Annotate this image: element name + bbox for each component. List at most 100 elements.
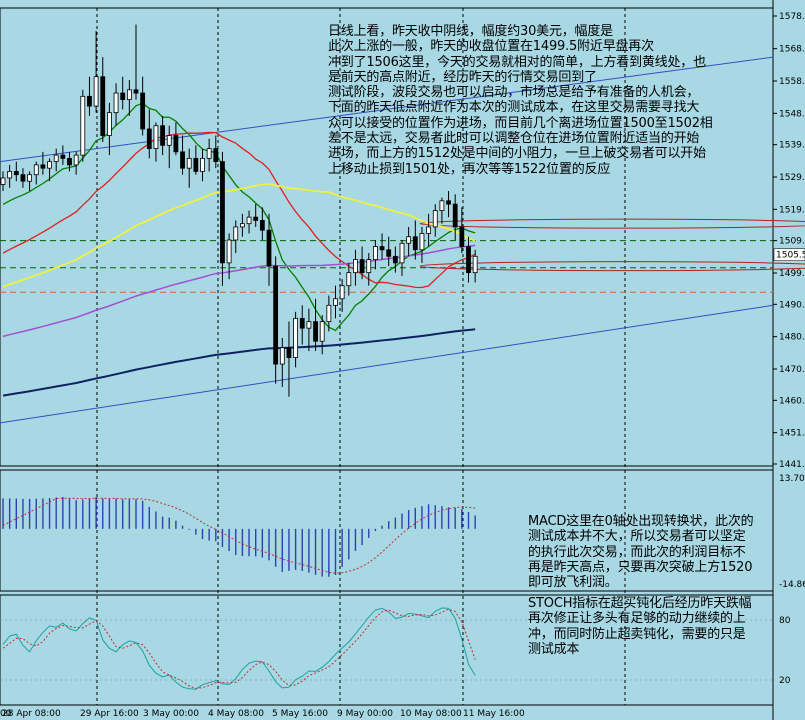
price-tick-label: 1529.3 — [779, 173, 805, 183]
resistance-ellipse — [419, 261, 805, 272]
annotation-line: 众可以接受的位置作为进场，而目前几个离进场位置1500至1502相 — [328, 115, 713, 131]
bull-candle — [0, 177, 6, 185]
time-tick-label: 3 May 00:00 — [143, 709, 199, 719]
stoch-main-line — [2, 607, 476, 690]
bull-candle — [366, 259, 372, 274]
price-tick-label: 1519.4 — [779, 205, 805, 215]
bear-candle — [220, 161, 225, 264]
trendline — [0, 56, 774, 163]
annotation-line: 上移动止损到1501处，再次等等1522位置的反应 — [328, 161, 611, 177]
annotation-line: STOCH指标在超买钝化后经历昨天跌幅 — [528, 596, 752, 611]
bull-candle — [7, 171, 13, 179]
bear-candle — [146, 128, 152, 149]
time-tick-label: 5 May 16:00 — [272, 709, 328, 719]
bear-candle — [120, 92, 126, 100]
bull-candle — [166, 135, 172, 146]
bull-candle — [432, 210, 438, 228]
bear-candle — [140, 92, 146, 130]
annotation-line: 是前天的高点附近，经历昨天的行情交易回到了 — [328, 69, 597, 85]
bull-candle — [472, 255, 478, 274]
bull-candle — [306, 321, 312, 329]
bull-candle — [47, 161, 52, 169]
annotation-line: 即可放飞利润。 — [528, 575, 618, 591]
current-price-label: 1505.5 — [776, 251, 805, 261]
bear-candle — [392, 255, 398, 264]
bull-candle — [53, 154, 59, 163]
annotation-line: 冲，而同时防止超卖钝化，需要的只是 — [528, 626, 746, 642]
price-tick-label: 1490.3 — [779, 300, 805, 310]
price-tick-label: 1568.6 — [779, 45, 805, 55]
bear-candle — [100, 76, 106, 136]
bear-candle — [299, 317, 305, 329]
time-tick-label: 28 Apr 08:00 — [2, 709, 61, 719]
bull-candle — [293, 317, 299, 358]
bear-candle — [253, 216, 259, 221]
price-tick-label: 1578.6 — [779, 12, 805, 22]
bear-candle — [273, 265, 279, 365]
time-tick-label: 11 May 16:00 — [463, 709, 525, 719]
bear-candle — [87, 95, 92, 107]
bear-candle — [459, 226, 465, 247]
macd-tick-label: -14.869 — [779, 580, 805, 590]
bull-candle — [186, 157, 192, 169]
bear-candle — [313, 321, 318, 342]
macd-tick-label: 13.705 — [779, 474, 805, 484]
bull-candle — [226, 239, 232, 264]
annotation-line: 再是昨天高点，只要再次突破上方1520 — [528, 559, 753, 575]
bull-candle — [319, 321, 325, 342]
price-tick-label: 1480.4 — [779, 333, 805, 343]
bull-candle — [126, 89, 132, 100]
bull-candle — [419, 233, 425, 251]
bear-candle — [359, 259, 365, 274]
bear-candle — [446, 200, 451, 205]
stoch-tick-label: 20 — [779, 676, 791, 686]
trendline — [0, 304, 774, 424]
annotation-line: 测试阶段，波段交易也可以启动，市场总是给予有准备的人机会， — [328, 85, 700, 101]
ma-red-line — [2, 131, 476, 289]
annotation-line: 测试成本并不大，所以交易者可以坚定 — [528, 529, 746, 545]
stoch-signal-line — [2, 608, 476, 689]
stoch-annotation: STOCH指标在超买钝化后经历昨天跌幅 再次修正让多头有足够的动力继续的上 冲，… — [528, 596, 776, 657]
bull-candle — [399, 242, 405, 264]
bear-candle — [160, 125, 166, 146]
bear-candle — [266, 229, 272, 267]
bear-candle — [466, 246, 471, 274]
bull-candle — [426, 226, 432, 234]
bull-candle — [233, 226, 239, 241]
bear-candle — [379, 246, 385, 251]
bull-candle — [246, 216, 252, 225]
annotation-line: 进场，而上方的1512处是中间的小阻力，一旦上破交易者可以开始 — [328, 146, 706, 162]
macd-annotation: MACD这里在0轴处出现转换状，此次的 测试成本并不大，所以交易者可以坚定 的执… — [528, 514, 776, 590]
bear-candle — [67, 157, 72, 166]
macd-signal-line — [2, 497, 476, 574]
price-tick-label: 1441.4 — [779, 460, 805, 470]
bull-candle — [93, 76, 99, 107]
bull-candle — [333, 298, 338, 306]
bear-candle — [180, 151, 185, 169]
bull-candle — [372, 246, 378, 260]
bull-candle — [200, 157, 205, 172]
candles-group — [0, 24, 478, 397]
time-tick-label: 9 May 00:00 — [337, 709, 393, 719]
bear-candle — [60, 154, 66, 159]
bull-candle — [279, 347, 285, 365]
price-tick-label: 1558.7 — [779, 77, 805, 87]
price-tick-label: 1499.9 — [779, 269, 805, 279]
macd-histogram — [2, 496, 476, 577]
time-tick-label: 00 — [0, 709, 12, 719]
bull-candle — [27, 174, 33, 182]
price-tick-label: 1548.8 — [779, 109, 805, 119]
bull-candle — [406, 236, 412, 244]
current-price-box — [773, 248, 805, 261]
bear-candle — [286, 347, 292, 358]
time-tick-label: 10 May 08:00 — [400, 709, 462, 719]
bull-candle — [353, 259, 358, 274]
bull-candle — [326, 304, 332, 323]
bear-candle — [213, 148, 219, 163]
price-tick-label: 1451.0 — [779, 429, 805, 439]
bull-candle — [206, 148, 212, 159]
bull-candle — [33, 164, 39, 176]
bull-candle — [239, 223, 245, 228]
